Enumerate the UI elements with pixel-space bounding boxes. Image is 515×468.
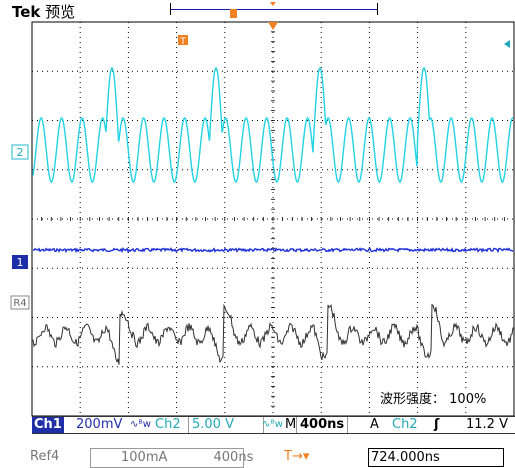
graticule-center [31, 21, 515, 407]
brand-label: Tek 预览 [12, 3, 76, 21]
header-bar: Tek 预览 [0, 0, 515, 22]
ch1-bandwidth-icon: ∿ᴮw [130, 419, 151, 430]
ch2-bandwidth-icon: ∿ᴮw [262, 419, 283, 430]
ch2-trace [32, 67, 514, 183]
trigger-position-arrow-icon: T→▾ [284, 449, 310, 464]
svg-text:2: 2 [17, 146, 24, 159]
timebase-value[interactable]: 400ns [296, 417, 349, 433]
trigger-slope-icon: ʃ [434, 417, 440, 432]
ch1-label[interactable]: Ch1 [32, 417, 64, 433]
ref4-scale-box[interactable]: 100mA 400ns [90, 448, 253, 468]
ch2-scale[interactable]: 5.00 V [188, 417, 264, 433]
ch2-marker: 2 [11, 144, 29, 160]
timebase-mode: M [285, 417, 297, 432]
svg-text:T: T [179, 37, 186, 47]
ch1-marker: 1 [12, 255, 28, 269]
ch2-label[interactable]: Ch2 [155, 417, 181, 432]
ref4-label[interactable]: Ref4 [30, 449, 60, 464]
trigger-source[interactable]: Ch2 [392, 417, 418, 432]
ref4-trace [32, 303, 514, 365]
svg-text:1: 1 [17, 256, 24, 269]
record-length-indicator [170, 3, 378, 15]
ref4-scale: 100mA [121, 450, 168, 465]
svg-text:R4: R4 [13, 298, 26, 309]
record-trigger-icon [230, 2, 276, 18]
record-line [171, 9, 377, 10]
trigger-level-icon [504, 40, 510, 48]
intensity-readout: 波形强度： 100% [378, 388, 489, 407]
channel-status-bar: Ch1 200mV ∿ᴮw Ch2 5.00 V ∿ᴮw M 400ns A C… [32, 416, 515, 434]
ref4-timebase: 400ns [213, 450, 254, 465]
trigger-mode[interactable]: A [370, 417, 379, 432]
trigger-level[interactable]: 11.2 V [466, 417, 508, 432]
trigger-position-value[interactable]: 724.000ns [368, 448, 504, 467]
ref4-marker: R4 [10, 295, 30, 310]
trigger-position-icon: T [178, 22, 278, 47]
ch1-trace [32, 247, 514, 254]
ch1-scale[interactable]: 200mV [76, 417, 123, 432]
